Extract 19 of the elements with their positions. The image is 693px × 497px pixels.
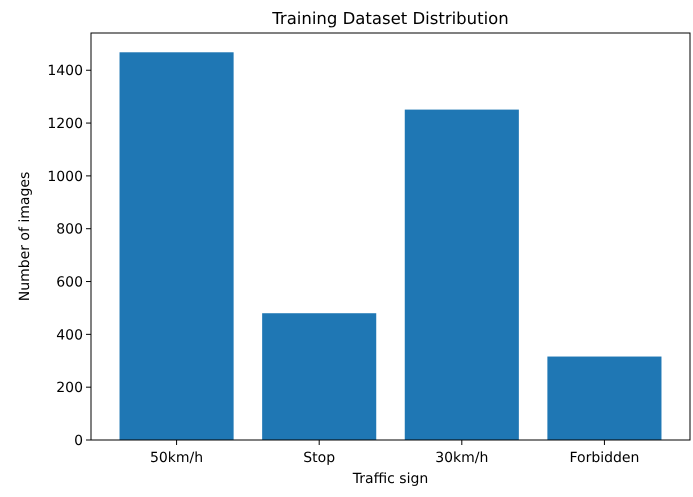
- y-axis-title: Number of images: [17, 172, 33, 302]
- y-tick-label: 1400: [47, 63, 83, 80]
- x-axis-title: Traffic sign: [352, 471, 428, 487]
- bar: [547, 356, 662, 440]
- y-tick-label: 200: [56, 380, 83, 396]
- y-tick-label: 800: [56, 222, 83, 238]
- bar: [120, 52, 234, 440]
- y-tick-label: 1000: [47, 168, 83, 185]
- y-tick-label: 0: [74, 432, 83, 449]
- y-tick-label: 400: [56, 327, 83, 344]
- bar: [262, 313, 376, 440]
- x-tick-label: Forbidden: [569, 450, 640, 466]
- chart-title: Training Dataset Distribution: [271, 9, 509, 28]
- x-tick-label: 50km/h: [150, 450, 204, 466]
- x-tick-label: Stop: [303, 450, 336, 466]
- y-tick-label: 600: [56, 274, 83, 290]
- bar: [404, 110, 519, 440]
- x-tick-label: 30km/h: [435, 450, 488, 466]
- y-tick-label: 1200: [47, 116, 83, 132]
